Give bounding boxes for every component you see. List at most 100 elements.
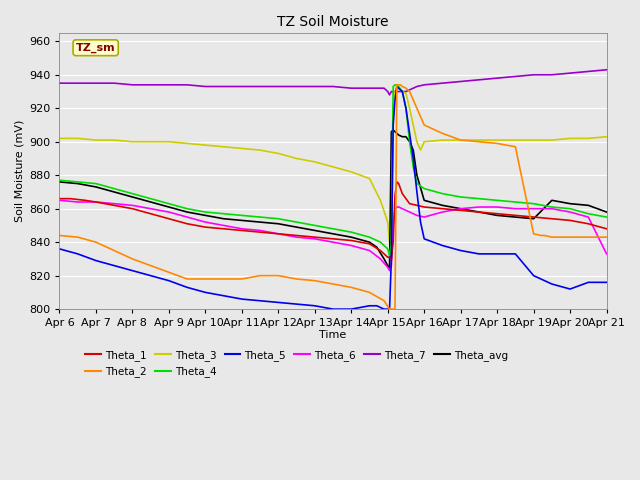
Theta_5	[475, 251, 483, 257]
Theta_6	[566, 209, 574, 215]
Theta_2	[56, 233, 63, 239]
Theta_1	[397, 186, 404, 192]
Theta_7	[56, 80, 63, 86]
Theta_avg	[92, 184, 100, 190]
Theta_7	[183, 82, 191, 88]
Theta_2	[129, 256, 136, 262]
Theta_1	[420, 204, 428, 210]
Theta_7	[511, 73, 519, 79]
Theta_6	[365, 248, 373, 253]
Theta_5	[129, 268, 136, 274]
Theta_avg	[384, 263, 392, 268]
Theta_2	[348, 285, 355, 290]
Theta_1	[376, 248, 384, 253]
Theta_4	[438, 191, 446, 196]
Theta_2	[493, 141, 501, 146]
Theta_1	[165, 216, 173, 222]
Theta_7	[238, 84, 246, 89]
Theta_1	[413, 203, 420, 208]
Theta_3	[74, 135, 81, 141]
Theta_6	[395, 204, 403, 210]
Theta_6	[391, 206, 399, 212]
Theta_3	[511, 137, 519, 143]
Theta_7	[406, 87, 413, 93]
Theta_1	[129, 206, 136, 212]
Theta_4	[393, 82, 401, 88]
Theta_5	[457, 248, 465, 253]
Theta_2	[397, 82, 404, 88]
Line: Theta_avg: Theta_avg	[60, 130, 607, 269]
Theta_4	[165, 201, 173, 206]
Theta_6	[292, 234, 300, 240]
Theta_1	[393, 179, 401, 185]
Theta_6	[420, 214, 428, 220]
Theta_3	[420, 139, 428, 144]
Line: Theta_7: Theta_7	[60, 70, 607, 95]
Theta_5	[393, 84, 401, 89]
Theta_4	[391, 82, 399, 88]
Theta_avg	[402, 134, 410, 140]
Theta_2	[389, 306, 397, 312]
Theta_6	[165, 209, 173, 215]
Theta_6	[393, 204, 401, 210]
Theta_3	[348, 169, 355, 175]
Theta_2	[457, 137, 465, 143]
Theta_avg	[292, 224, 300, 230]
Theta_7	[275, 84, 282, 89]
Theta_3	[238, 145, 246, 151]
Theta_5	[292, 301, 300, 307]
Theta_avg	[475, 209, 483, 215]
Theta_2	[391, 306, 399, 312]
Theta_6	[475, 204, 483, 210]
Theta_4	[413, 180, 420, 186]
Theta_6	[386, 268, 394, 274]
Theta_2	[395, 82, 403, 88]
Theta_1	[386, 254, 394, 260]
Line: Theta_1: Theta_1	[60, 182, 607, 259]
Theta_6	[348, 242, 355, 248]
Theta_2	[275, 273, 282, 278]
Theta_5	[275, 300, 282, 305]
Theta_3	[147, 139, 154, 144]
Y-axis label: Soil Moisture (mV): Soil Moisture (mV)	[15, 120, 25, 222]
Theta_7	[493, 75, 501, 81]
Theta_3	[292, 156, 300, 161]
Theta_6	[329, 240, 337, 245]
Theta_7	[410, 85, 417, 91]
Theta_4	[110, 186, 118, 192]
Theta_1	[384, 254, 392, 260]
Theta_avg	[380, 256, 388, 262]
Title: TZ Soil Moisture: TZ Soil Moisture	[277, 15, 388, 29]
Theta_1	[275, 231, 282, 237]
Theta_5	[402, 106, 410, 111]
Theta_1	[566, 217, 574, 223]
Theta_3	[376, 197, 384, 203]
Theta_1	[395, 180, 403, 186]
Theta_6	[530, 206, 538, 212]
Theta_avg	[413, 172, 420, 178]
Theta_6	[110, 201, 118, 206]
Theta_2	[537, 233, 545, 239]
Theta_4	[603, 214, 611, 220]
Theta_5	[220, 293, 227, 299]
Theta_7	[530, 72, 538, 78]
Theta_avg	[373, 244, 381, 250]
Theta_1	[475, 209, 483, 215]
Theta_6	[238, 226, 246, 232]
Theta_avg	[348, 234, 355, 240]
Theta_3	[220, 144, 227, 150]
Theta_2	[417, 114, 424, 120]
Theta_6	[388, 263, 396, 268]
Theta_3	[92, 137, 100, 143]
Theta_1	[81, 197, 89, 203]
Theta_1	[548, 216, 556, 222]
Theta_avg	[56, 179, 63, 185]
Theta_1	[365, 241, 373, 247]
Theta_avg	[389, 127, 397, 133]
Theta_6	[511, 206, 519, 212]
Theta_3	[183, 141, 191, 146]
Theta_5	[438, 242, 446, 248]
Theta_3	[566, 135, 574, 141]
Theta_1	[110, 203, 118, 208]
Line: Theta_4: Theta_4	[60, 85, 607, 255]
